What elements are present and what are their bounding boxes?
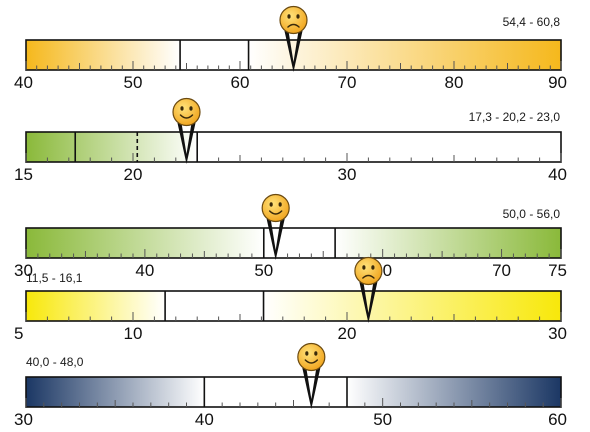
sad-face-icon — [354, 256, 383, 286]
marker-pin — [266, 219, 285, 260]
sad-face-icon — [279, 5, 308, 35]
tick-label: 60 — [548, 410, 567, 429]
tick-label: 10 — [124, 324, 143, 343]
tick-label: 40 — [195, 410, 214, 429]
value-marker — [354, 256, 383, 323]
tick-label: 40 — [14, 73, 33, 92]
tick-label: 20 — [338, 324, 357, 343]
tick-label: 60 — [231, 73, 250, 92]
value-marker — [261, 193, 290, 260]
marker-pin — [359, 282, 378, 323]
gauge-bar — [25, 227, 562, 259]
gauge-5: 40,0 - 48,0 30 40 50 60 — [14, 342, 567, 429]
tick-label: 15 — [14, 165, 33, 184]
tick-label: 40 — [135, 261, 154, 280]
happy-face-icon — [172, 97, 201, 127]
tick-label: 30 — [338, 165, 357, 184]
tick-label: 30 — [548, 324, 567, 343]
gauge-3: 50,0 - 56,030 40 50 60 70 75 — [14, 193, 567, 280]
happy-face-icon — [261, 193, 290, 223]
tick-label: 75 — [548, 261, 567, 280]
gauge-bar — [25, 290, 562, 322]
tick-label: 30 — [14, 410, 33, 429]
tick-label: 30 — [14, 261, 33, 280]
value-marker — [172, 97, 201, 164]
gauge-1: 54,4 - 60,8 40 50 60 70 80 90 — [14, 5, 567, 92]
tick-label: 20 — [124, 165, 143, 184]
range-label: 11,5 - 16,1 — [26, 271, 83, 285]
marker-pin — [177, 123, 196, 164]
tick-label: 5 — [14, 324, 23, 343]
happy-face-icon — [297, 342, 326, 372]
range-label: 50,0 - 56,0 — [503, 207, 561, 221]
tick-label: 80 — [445, 73, 464, 92]
gauge-2: 17,3 - 20,2 - 23,0 15 20 30 40 — [14, 97, 567, 184]
tick-label: 70 — [492, 261, 511, 280]
gauge-4: 11,5 - 16,1 5 10 20 30 — [14, 256, 567, 343]
tick-label: 50 — [254, 261, 273, 280]
tick-label: 90 — [548, 73, 567, 92]
range-label: 54,4 - 60,8 — [503, 15, 561, 29]
gauge-bar — [25, 131, 562, 163]
value-marker — [297, 342, 326, 409]
marker-pin — [302, 368, 321, 409]
value-marker — [279, 5, 308, 72]
tick-label: 40 — [548, 165, 567, 184]
tick-label: 70 — [338, 73, 357, 92]
tick-label: 50 — [124, 73, 143, 92]
tick-label: 50 — [373, 410, 392, 429]
marker-pin — [284, 31, 303, 72]
range-label: 40,0 - 48,0 — [26, 355, 84, 369]
range-label: 17,3 - 20,2 - 23,0 — [469, 110, 561, 124]
